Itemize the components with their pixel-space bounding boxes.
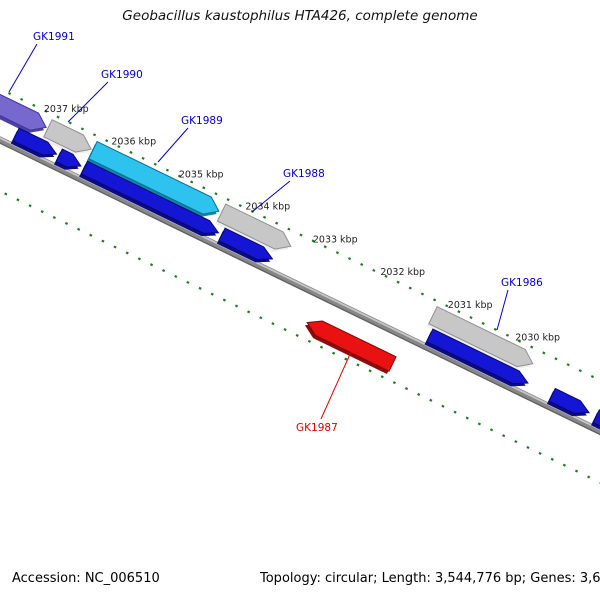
callout-leader-line-GK1987	[320, 351, 352, 420]
gene-arrow[interactable]	[426, 328, 529, 385]
genome-summary-text: Topology: circular; Length: 3,544,776 bp…	[260, 571, 600, 586]
genome-axis-edge	[0, 142, 600, 436]
callout-leader-line-GK1991	[8, 43, 38, 93]
genome-axis	[0, 136, 600, 436]
tick-label: 2035 kbp	[179, 169, 224, 180]
ruler-dotted-line-upper	[0, 87, 600, 382]
tick-label: 2037 kbp	[44, 104, 89, 115]
gene-label-GK1986[interactable]: GK1986	[501, 277, 543, 289]
callout-leader-line-GK1990	[67, 81, 109, 123]
gene-arrow-GK1991[interactable]	[0, 90, 47, 131]
gene-label-GK1990[interactable]: GK1990	[101, 69, 143, 81]
tick-label: 2030 kbp	[515, 333, 560, 344]
callout-leader-line-GK1988	[251, 180, 291, 213]
tick-label: 2034 kbp	[245, 202, 290, 213]
gene-arrow-GK1988[interactable]	[216, 203, 292, 250]
gene-arrow-GK1986[interactable]	[428, 305, 534, 368]
callout-leader-line-GK1986	[496, 289, 509, 331]
gene-arrow-GK1990[interactable]	[43, 119, 92, 153]
genome-axis-highlight	[0, 136, 600, 431]
gene-label-GK1989[interactable]: GK1989	[181, 115, 223, 127]
gene-arrow-GK1989[interactable]	[88, 140, 220, 215]
gene-arrow-GK1987[interactable]	[306, 320, 397, 372]
tick-label: 2036 kbp	[111, 137, 156, 148]
gene-arrow[interactable]	[80, 160, 220, 234]
gene-arrow[interactable]	[548, 387, 591, 414]
gene-arrow[interactable]	[55, 148, 82, 168]
gene-arrow[interactable]	[218, 227, 274, 261]
accession-text: Accession: NC_006510	[12, 571, 160, 586]
gene-label-GK1991[interactable]: GK1991	[33, 31, 75, 43]
tick-label: 2032 kbp	[380, 267, 425, 278]
gene-arrow[interactable]	[592, 409, 600, 438]
ruler-dotted-line-lower	[0, 189, 600, 484]
callout-leader-line-GK1989	[157, 127, 189, 163]
figure-title: Geobacillus kaustophilus HTA426, complet…	[122, 8, 478, 24]
tick-label: 2033 kbp	[313, 234, 358, 245]
tick-label: 2031 kbp	[448, 300, 493, 311]
gene-label-GK1988[interactable]: GK1988	[283, 168, 325, 180]
gene-arrow[interactable]	[12, 127, 58, 156]
gene-label-GK1987[interactable]: GK1987	[296, 422, 338, 434]
